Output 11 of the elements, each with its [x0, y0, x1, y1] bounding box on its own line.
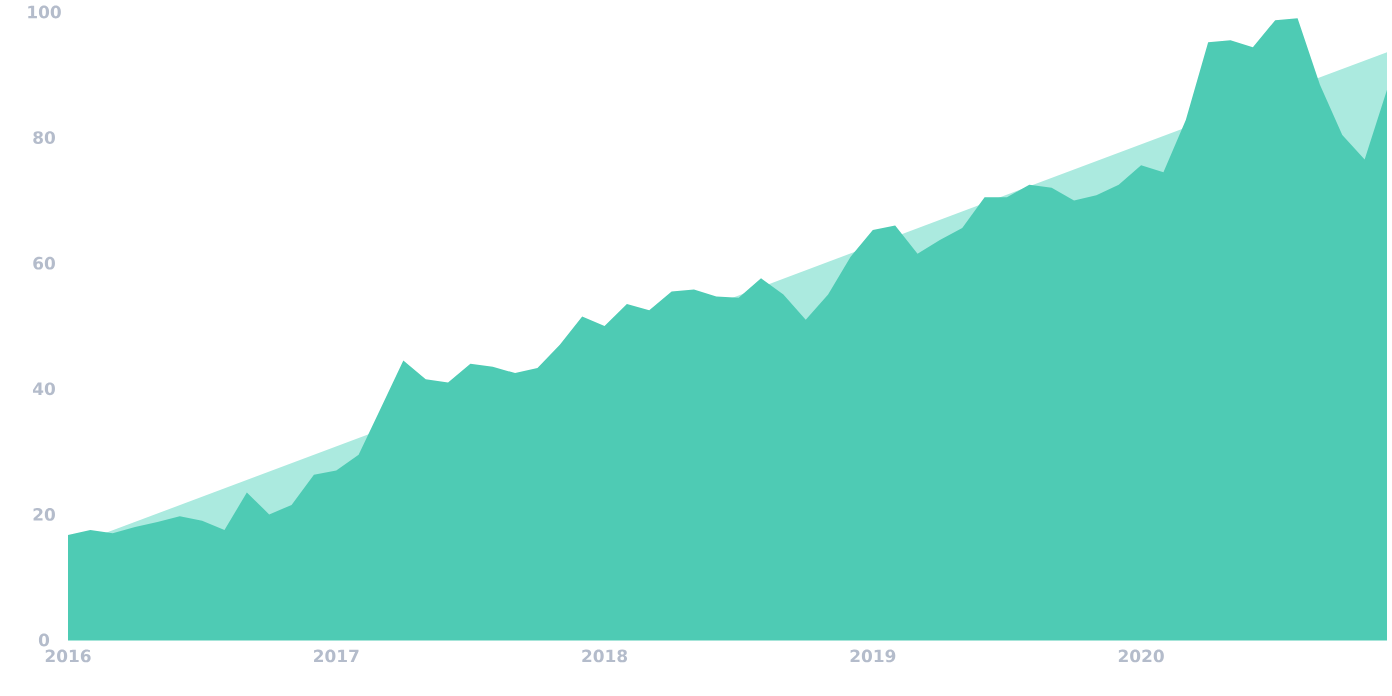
x-tick-label: 2018	[582, 649, 628, 663]
y-tick-label: 100	[28, 5, 61, 19]
y-tick-label: 20	[33, 507, 55, 521]
y-tick-label: 60	[33, 256, 55, 270]
x-tick-label: 2019	[850, 649, 896, 663]
y-tick-label: 40	[32, 382, 55, 396]
x-tick-label: 2020	[1118, 649, 1164, 663]
y-tick-label: 80	[33, 131, 55, 144]
x-tick-label: 2017	[314, 649, 359, 663]
y-tick-label: 0	[38, 633, 50, 647]
x-tick-label: 2016	[45, 649, 91, 663]
